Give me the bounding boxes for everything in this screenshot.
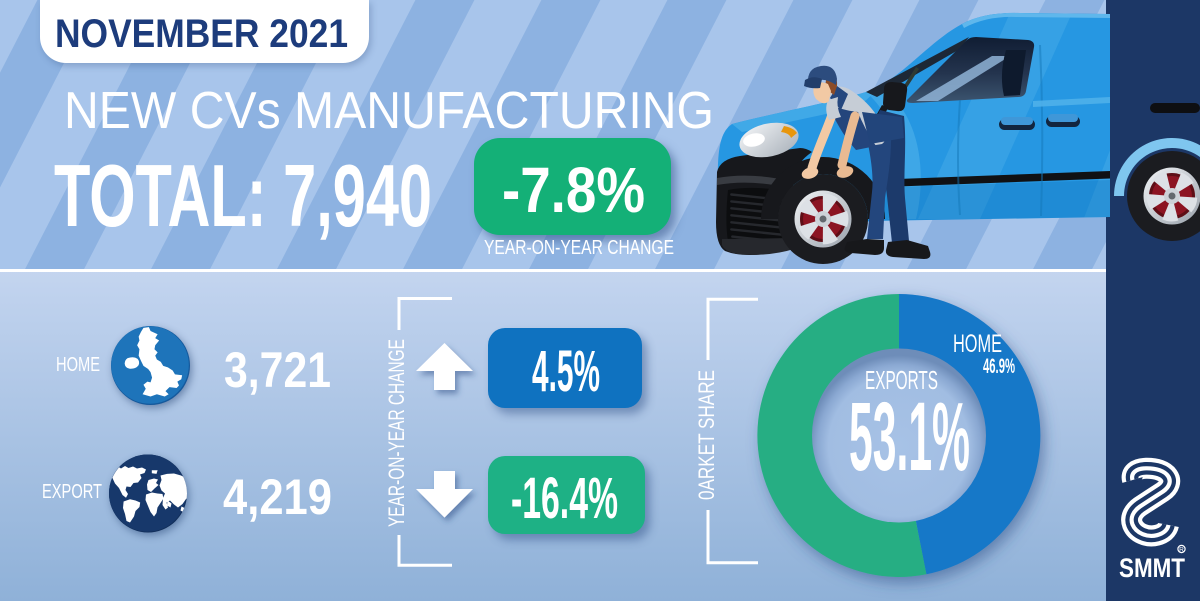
svg-text:HOME: HOME bbox=[56, 354, 100, 376]
svg-text:EXPORT: EXPORT bbox=[42, 481, 102, 503]
svg-text:4,219: 4,219 bbox=[223, 469, 332, 525]
svg-text:0ARKET SHARE: 0ARKET SHARE bbox=[694, 370, 719, 500]
svg-text:3,721: 3,721 bbox=[224, 342, 331, 398]
svg-text:R: R bbox=[1179, 546, 1184, 553]
